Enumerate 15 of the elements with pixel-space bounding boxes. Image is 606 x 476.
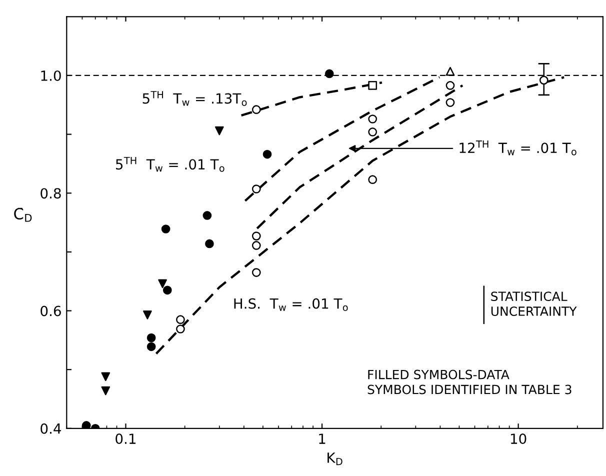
y-tick-label: 0.6: [40, 306, 61, 316]
annotation: H.S. T$_{w}$ = .01 T$_{o}$: [234, 298, 348, 312]
y-axis-title: C̄$_{D}$: [14, 208, 32, 222]
annotation: 12$^{TH}$ T$_{w}$ = .01 T$_{o}$: [460, 140, 576, 156]
annotation: 5$^{TH}$ T$_{w}$ = .13T$_{o}$: [142, 91, 247, 106]
annotation: 5$^{TH}$ T$_{w}$ = .01 T$_{o}$: [116, 157, 224, 172]
y-tick-label: 0.8: [40, 188, 61, 199]
y-tick-label: 0.4: [40, 423, 62, 434]
annotation: FILLED SYMBOLS-DATA SYMBOLS IDENTIFIED IN TABLE 3: [368, 370, 572, 394]
x-tick-label: 1: [319, 434, 326, 444]
annotation: STATISTICAL UNCERTAINTY: [491, 292, 577, 316]
x-tick-label: 10: [510, 434, 526, 444]
x-axis-title: K$_{D}$: [328, 452, 342, 466]
y-tick-label: 1.0: [41, 70, 61, 81]
x-tick-label: 0.1: [116, 434, 136, 444]
